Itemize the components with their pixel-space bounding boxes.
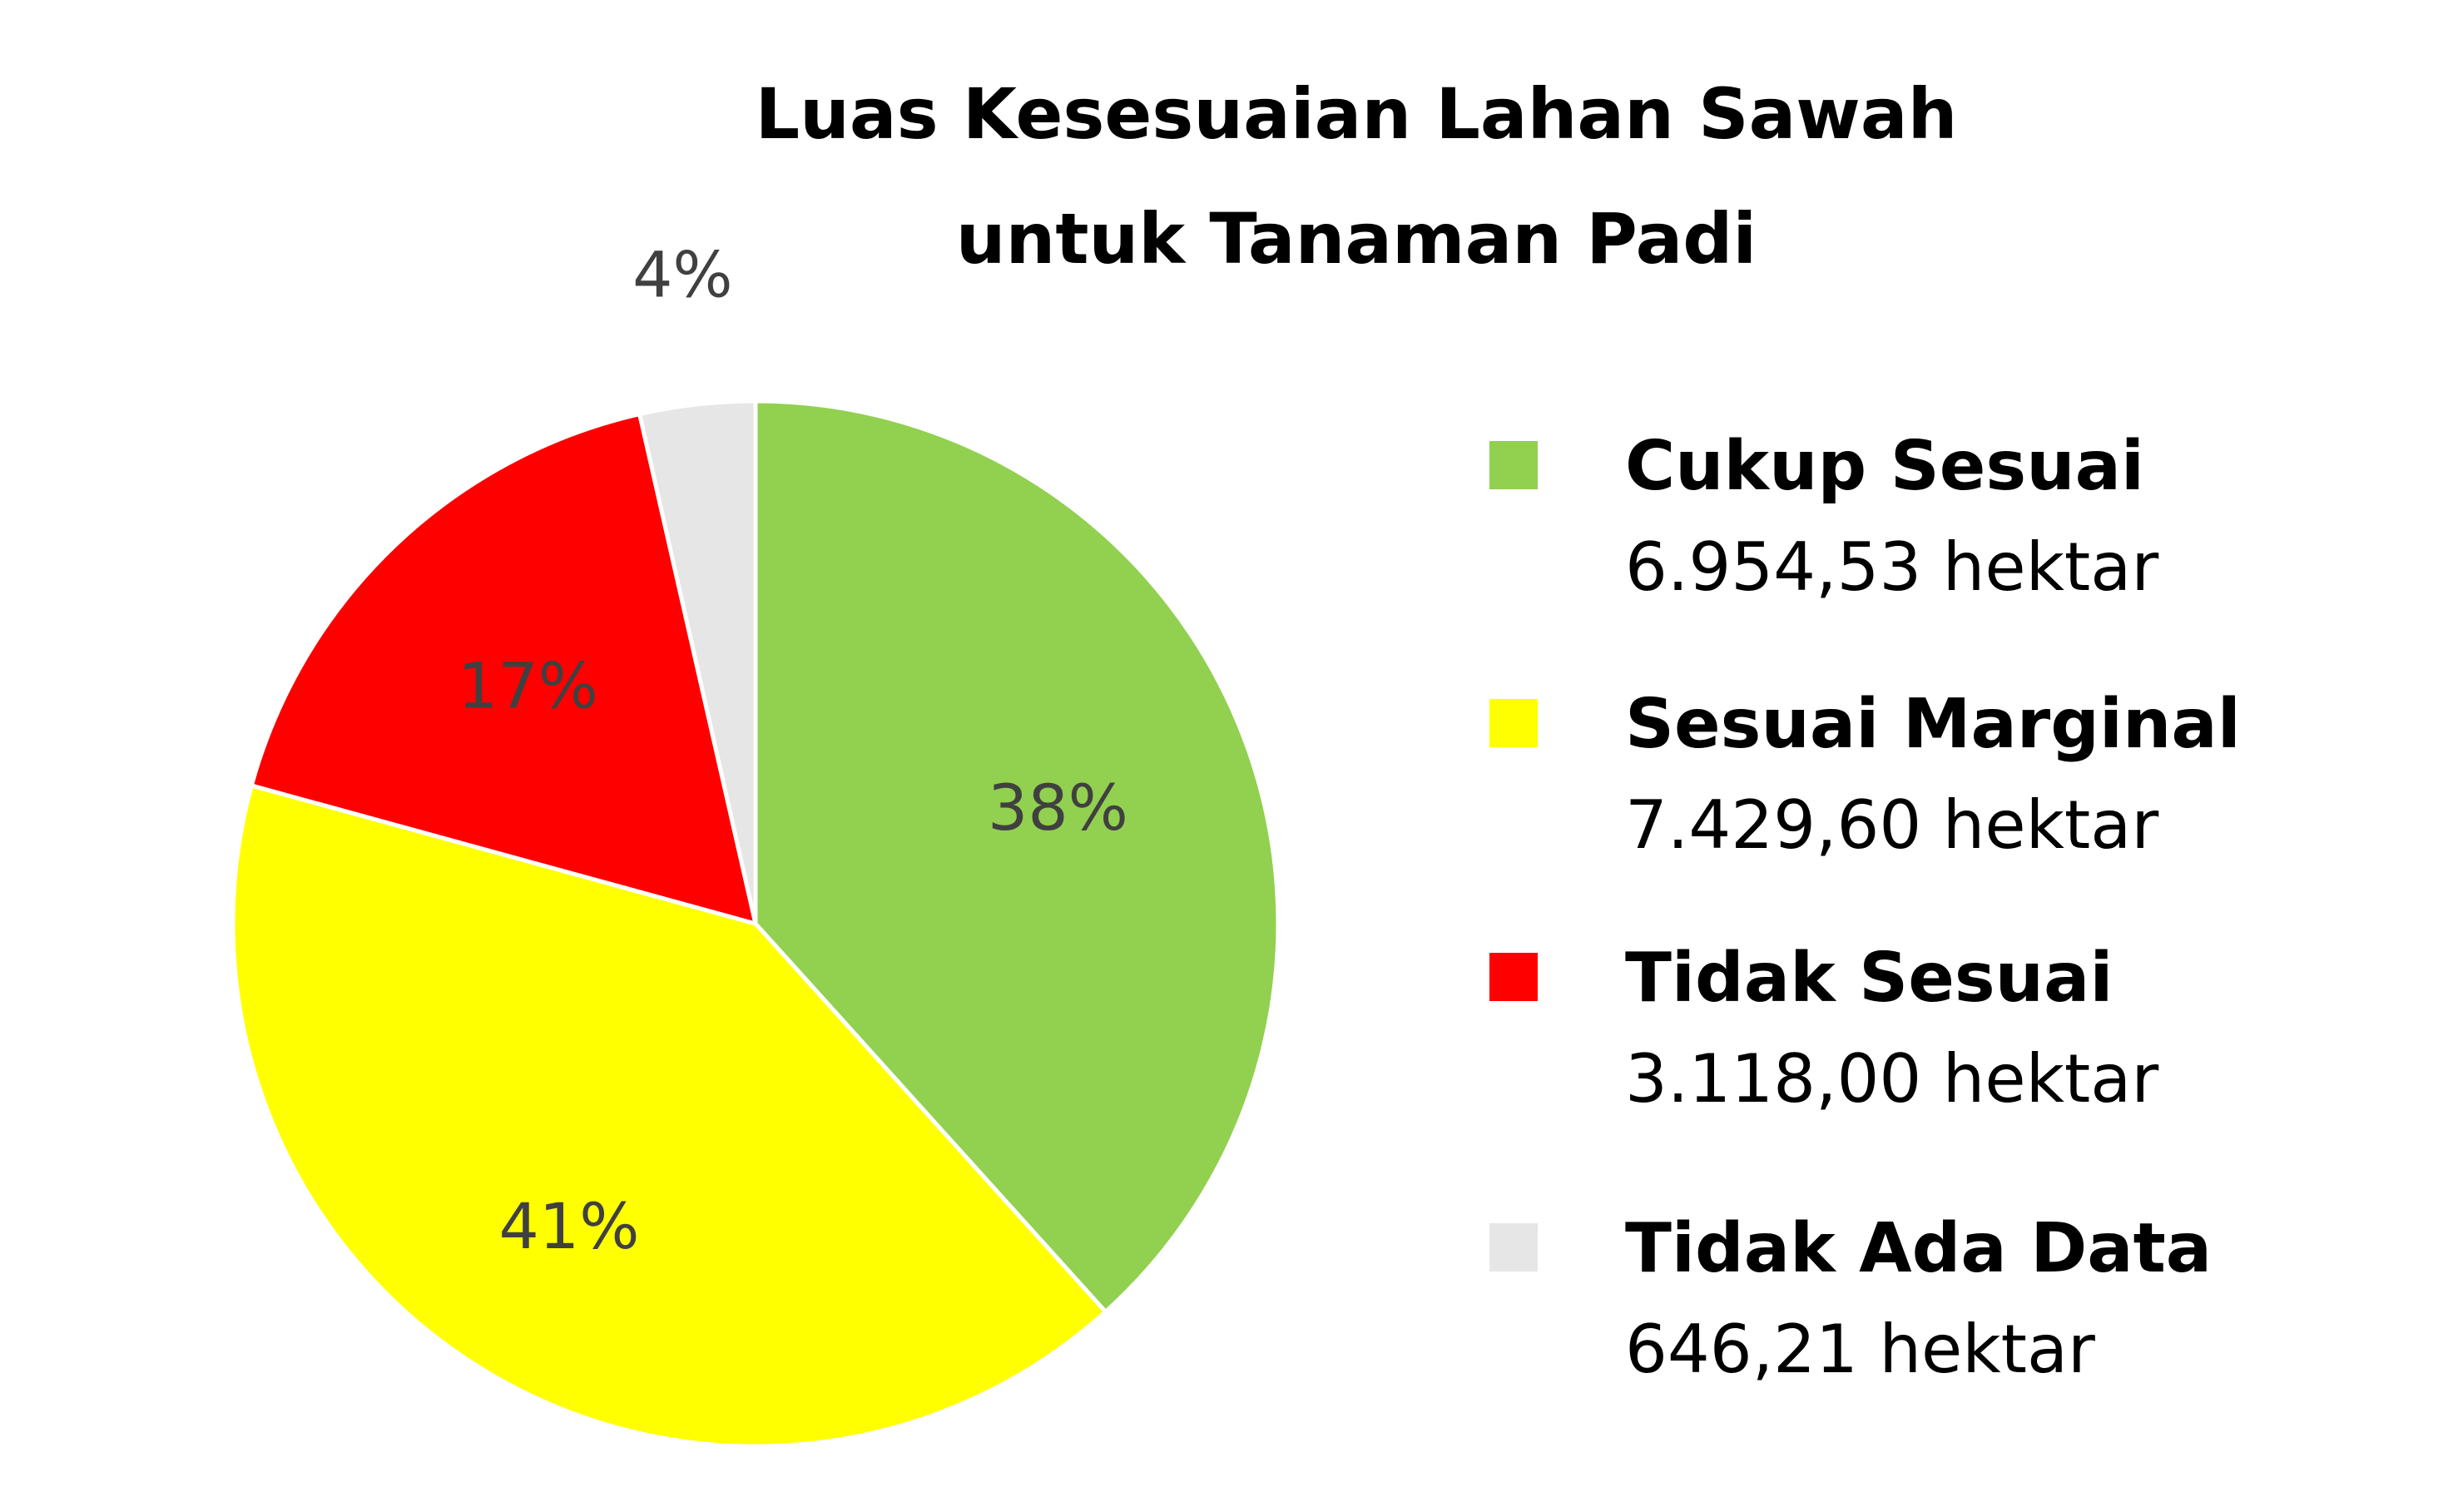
legend-value-tidak-ada-data: 646,21 hektar <box>1625 1311 2095 1388</box>
pie-slice-cukup-sesuai <box>753 399 1281 1314</box>
legend-item-tidak-ada-data: Tidak Ada Data 646,21 hektar <box>1489 1215 2405 1465</box>
legend-swatch-sesuai-marginal <box>1489 699 1538 747</box>
pie-slice-sesuai-marginal <box>230 783 1108 1449</box>
pie-slice-tidak-sesuai <box>249 412 758 926</box>
legend-swatch-tidak-ada-data <box>1489 1223 1538 1272</box>
legend-name-tidak-sesuai: Tidak Sesuai <box>1625 939 2114 1018</box>
legend-name-sesuai-marginal: Sesuai Marginal <box>1625 685 2241 764</box>
legend-name-tidak-ada-data: Tidak Ada Data <box>1625 1209 2213 1288</box>
pie-label-cukup-sesuai: 38% <box>988 771 1128 845</box>
chart-title-line-2: untuk Tanaman Padi <box>955 198 1757 280</box>
pie-label-sesuai-marginal: 41% <box>499 1189 640 1263</box>
pie-plot: 38% 41% 17% 4% <box>230 237 1281 1449</box>
legend-value-tidak-sesuai: 3.118,00 hektar <box>1625 1040 2159 1118</box>
legend-value-cukup-sesuai: 6.954,53 hektar <box>1625 528 2159 606</box>
legend-swatch-cukup-sesuai <box>1489 441 1538 489</box>
pie-slice-tidak-ada-data <box>637 399 758 926</box>
legend-value-sesuai-marginal: 7.429,60 hektar <box>1625 786 2159 864</box>
legend-name-cukup-sesuai: Cukup Sesuai <box>1625 427 2145 506</box>
legend-item-cukup-sesuai: Cukup Sesuai 6.954,53 hektar <box>1489 433 2405 682</box>
chart-title-line-1: Luas Kesesuaian Lahan Sawah <box>755 73 1958 155</box>
legend-item-sesuai-marginal: Sesuai Marginal 7.429,60 hektar <box>1489 691 2405 940</box>
pie-label-tidak-sesuai: 17% <box>458 649 598 723</box>
pie-label-tidak-ada-data: 4% <box>632 237 733 311</box>
legend-item-tidak-sesuai: Tidak Sesuai 3.118,00 hektar <box>1489 944 2405 1194</box>
legend-swatch-tidak-sesuai <box>1489 953 1538 1001</box>
